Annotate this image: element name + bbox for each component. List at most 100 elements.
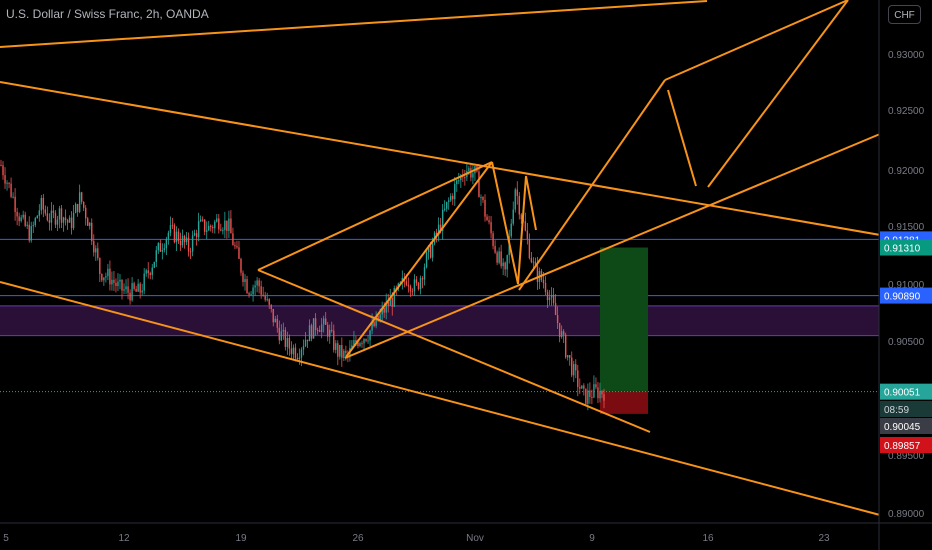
candle-body (558, 322, 561, 337)
currency-button[interactable]: CHF (888, 5, 921, 24)
candle-body (141, 290, 143, 293)
candle-body (113, 279, 115, 283)
trend-line-12 (664, 0, 849, 81)
trend-line-6 (257, 161, 493, 271)
candle-body (329, 329, 331, 337)
candle-body (274, 318, 276, 323)
candle-body (203, 219, 206, 232)
trend-line-4 (257, 269, 651, 433)
candle-body (411, 291, 414, 293)
candle-body (236, 246, 238, 248)
candle-body (452, 195, 454, 200)
candle-body (193, 233, 196, 236)
candle-body (581, 385, 583, 389)
candle-body (66, 220, 69, 223)
candle-body (506, 255, 508, 270)
candle-body (50, 210, 53, 223)
candle-body (552, 294, 555, 304)
candle-body (212, 226, 214, 229)
candle-body (333, 330, 335, 350)
chart-title: U.S. Dollar / Swiss Franc, 2h, OANDA (6, 7, 209, 21)
candle-body (486, 216, 488, 221)
x-tick-label: 9 (589, 533, 595, 544)
candle-body (189, 251, 192, 253)
candle-body (383, 308, 385, 313)
candle-body (2, 165, 4, 176)
candle-body (351, 345, 353, 348)
candle-body (389, 297, 391, 306)
candle-body (270, 304, 272, 309)
candle-body (445, 201, 448, 209)
candle-body (504, 262, 506, 270)
candle-body (363, 339, 365, 344)
candle-body (278, 327, 281, 341)
candle-body (74, 203, 77, 213)
candle-body (308, 325, 311, 342)
candle-body (68, 217, 71, 223)
candle-body (591, 396, 593, 398)
candle-body (532, 261, 535, 263)
candle-body (427, 245, 430, 253)
candle-body (512, 209, 514, 224)
candle-body (181, 236, 184, 246)
candle-body (28, 224, 30, 241)
candle-body (85, 207, 87, 219)
candle-body (131, 283, 133, 301)
candle-body (46, 213, 49, 221)
candle-body (34, 218, 36, 226)
candle-body (327, 324, 329, 337)
candle-body (240, 258, 242, 273)
candle-body (115, 282, 117, 287)
candle-body (32, 225, 34, 227)
candle-body (405, 281, 408, 285)
candle-body (488, 220, 490, 223)
candle-body (38, 210, 41, 216)
candle-body (123, 289, 125, 291)
price-axis-bg (879, 0, 932, 550)
candle-body (520, 214, 523, 220)
candle-body (187, 237, 190, 252)
candle-body (492, 233, 494, 246)
candle-body (595, 384, 597, 388)
candle-body (276, 318, 278, 328)
candle-body (318, 330, 321, 332)
candle-body (195, 233, 198, 238)
candle-body (109, 268, 111, 285)
candle-body (272, 308, 274, 323)
candle-body (312, 318, 315, 339)
candle-body (417, 283, 420, 290)
candle-body (127, 286, 129, 293)
candle-body (121, 279, 123, 291)
countdown-label: 08:59 (884, 405, 909, 416)
candle-body (518, 195, 520, 215)
candle-body (220, 229, 222, 231)
candle-body (171, 225, 174, 227)
x-tick-label: 26 (352, 533, 364, 544)
candle-body (306, 339, 309, 342)
candle-body (573, 364, 575, 376)
candle-body (282, 329, 285, 332)
y-tick-label: 0.91500 (888, 222, 925, 233)
candle-body (548, 297, 551, 301)
candle-body (546, 291, 549, 301)
candle-body (80, 192, 83, 202)
candle-body (435, 232, 438, 236)
candle-body (331, 329, 333, 331)
candle-body (89, 222, 91, 226)
candle-body (320, 324, 323, 332)
candle-body (18, 216, 20, 222)
x-tick-label: 5 (3, 533, 9, 544)
candle-body (56, 219, 59, 225)
candle-body (298, 357, 301, 360)
candle-body (425, 252, 428, 268)
candle-body (0, 165, 2, 167)
candle-body (345, 350, 347, 354)
candle-body (44, 209, 47, 214)
candle-body (575, 364, 577, 371)
candle-body (95, 248, 97, 253)
candle-body (472, 173, 474, 178)
candle-body (208, 225, 210, 231)
candle-body (210, 225, 212, 227)
time-axis-bg (0, 523, 932, 550)
